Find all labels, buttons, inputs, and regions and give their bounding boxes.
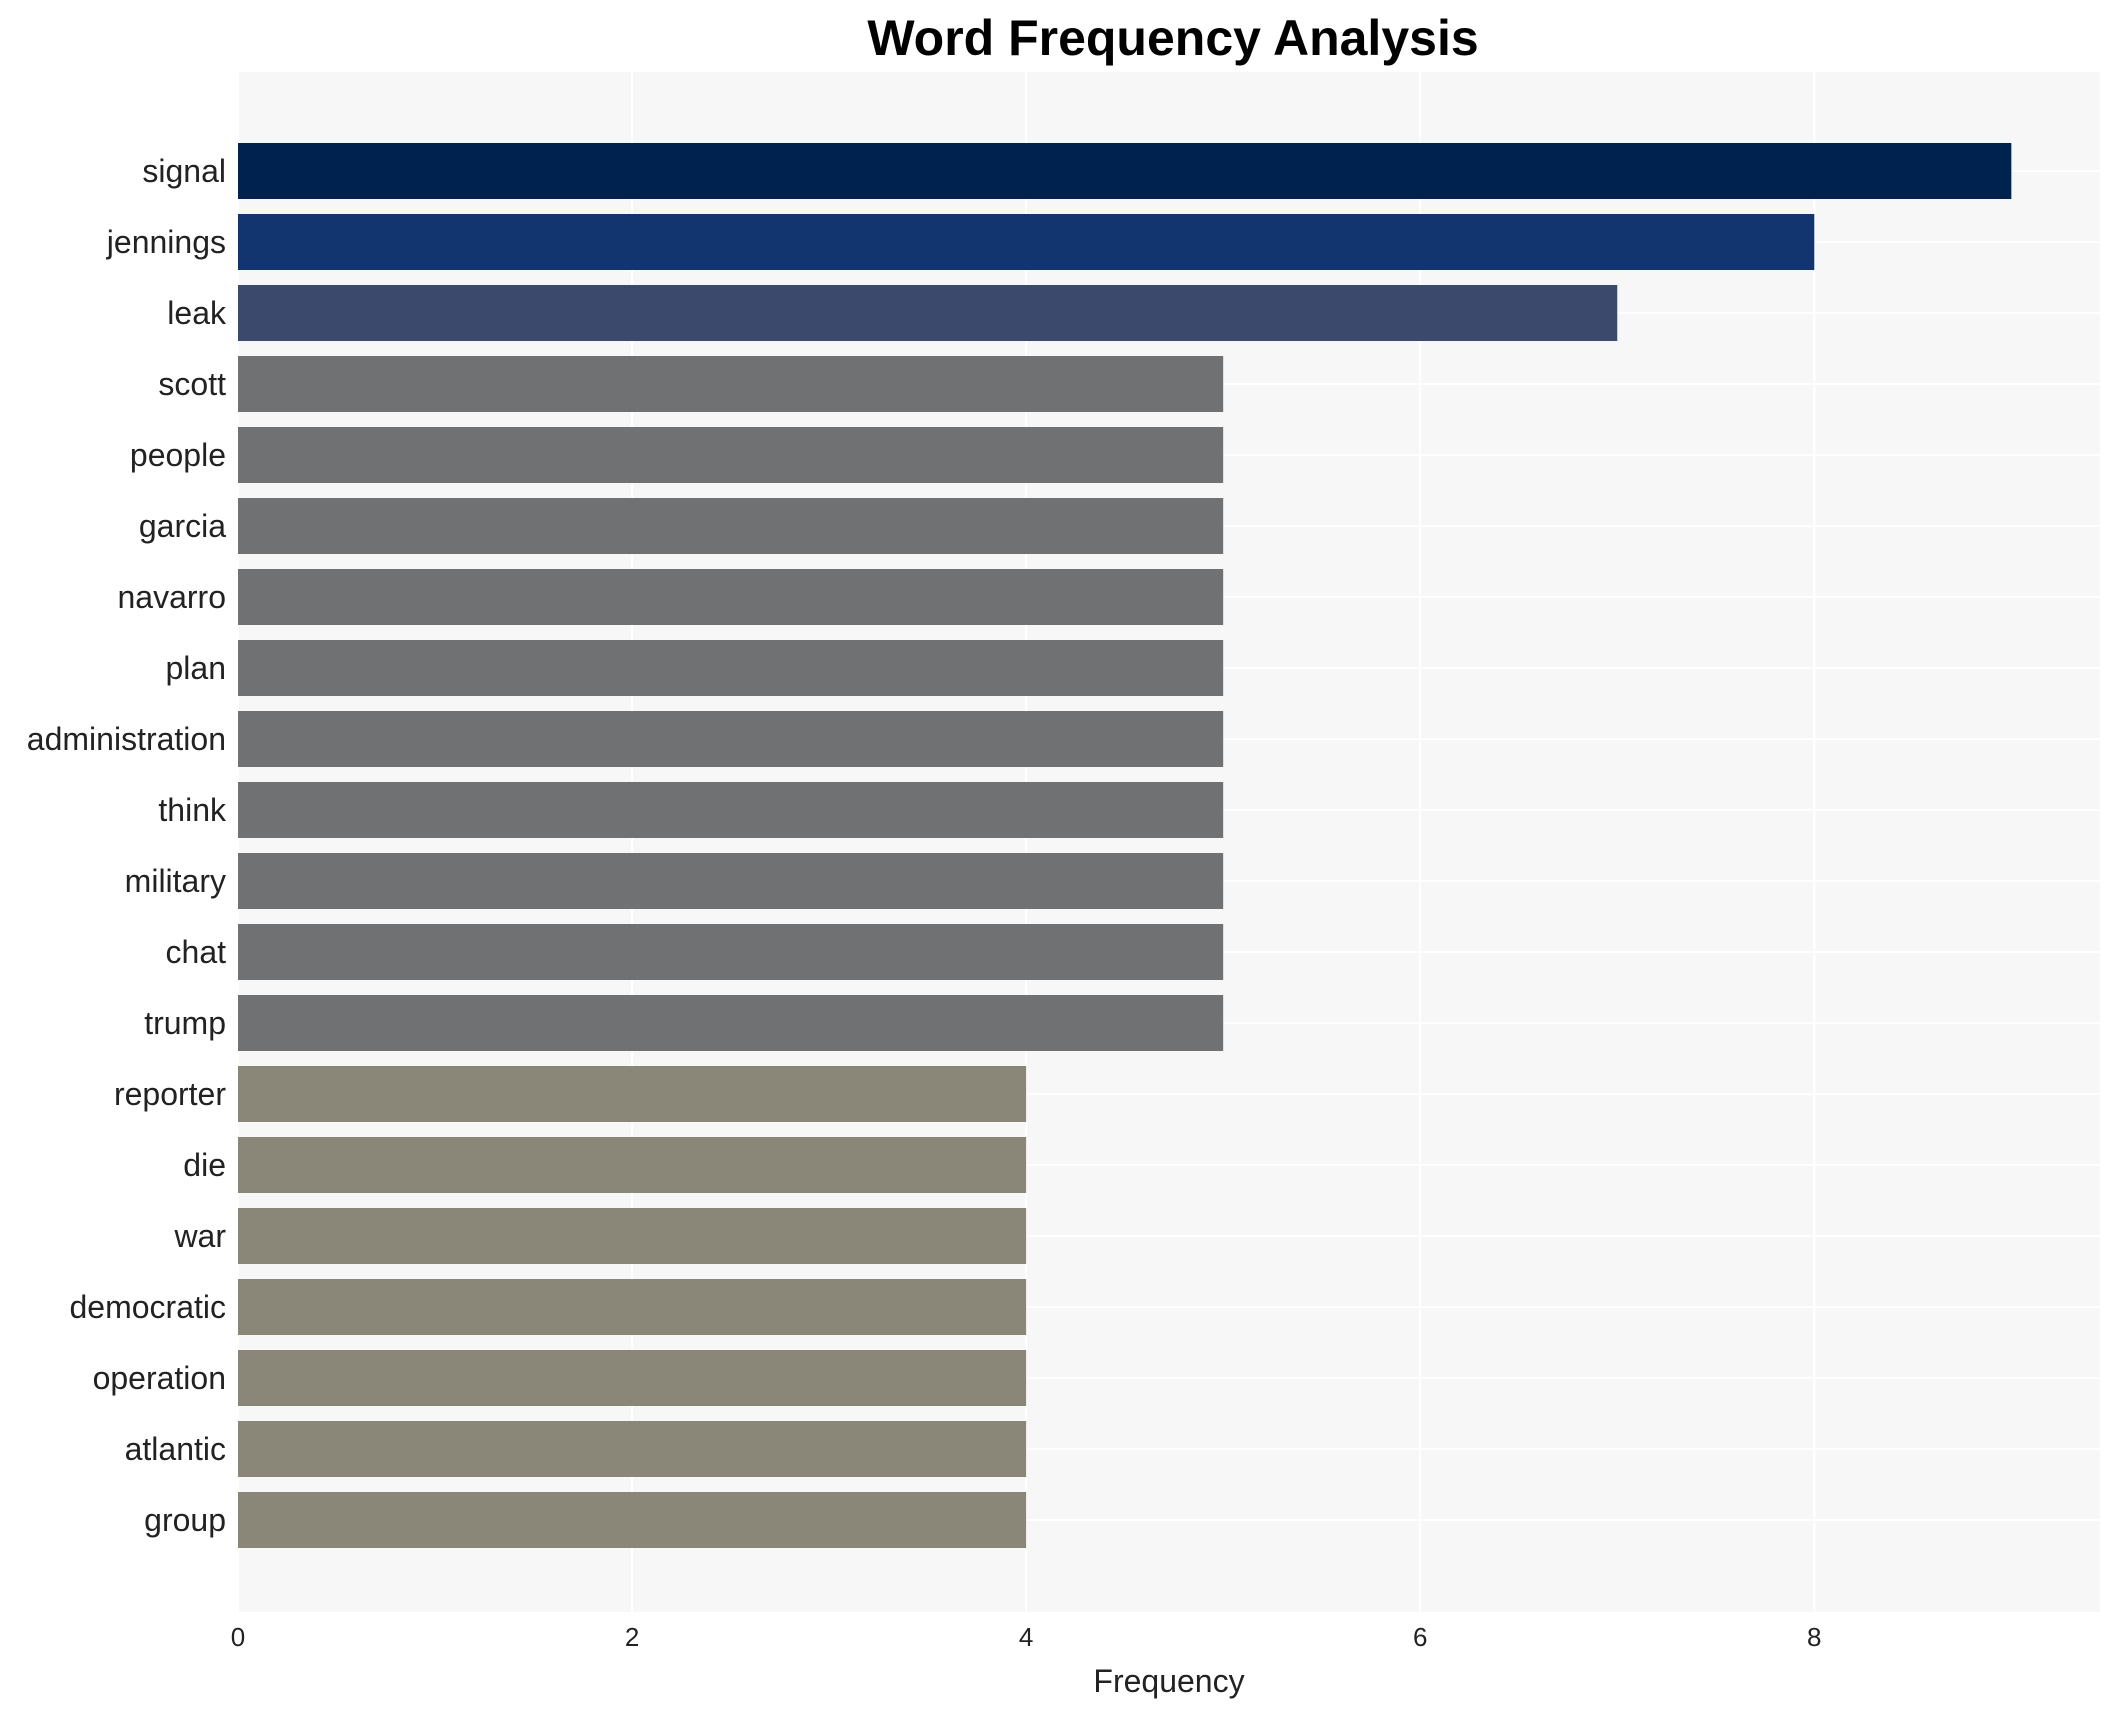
category-labels: signal jennings leak scott people garcia navar… [27, 153, 227, 1538]
bar-leak [238, 285, 1618, 341]
x-axis-label: Frequency [1093, 1663, 1244, 1699]
bar-administration [238, 711, 1224, 767]
category-label-group: group [144, 1502, 226, 1538]
bar-signal [238, 143, 2012, 199]
chart-title: Word Frequency Analysis [867, 10, 1478, 66]
bar-operation [238, 1350, 1027, 1406]
bar-die [238, 1137, 1027, 1193]
bar-people [238, 427, 1224, 483]
x-tick-label-0: 0 [231, 1622, 245, 1652]
bar-war [238, 1208, 1027, 1264]
x-tick-labels: 0 2 4 6 8 [231, 1622, 1822, 1652]
category-label-operation: operation [93, 1360, 226, 1396]
category-label-atlantic: atlantic [125, 1431, 226, 1467]
category-label-plan: plan [166, 650, 227, 686]
x-tick-label-1: 2 [625, 1622, 639, 1652]
bar-trump [238, 995, 1224, 1051]
category-label-trump: trump [144, 1005, 226, 1041]
category-label-navarro: navarro [118, 579, 227, 615]
category-label-leak: leak [167, 295, 227, 331]
bar-think [238, 782, 1224, 838]
category-label-military: military [125, 863, 226, 899]
bar-garcia [238, 498, 1224, 554]
category-label-garcia: garcia [139, 508, 226, 544]
category-label-think: think [158, 792, 227, 828]
category-label-people: people [130, 437, 226, 473]
category-label-jennings: jennings [106, 224, 226, 260]
category-label-scott: scott [158, 366, 226, 402]
category-label-democratic: democratic [70, 1289, 227, 1325]
x-tick-label-4: 8 [1807, 1622, 1821, 1652]
category-label-war: war [173, 1218, 226, 1254]
bar-reporter [238, 1066, 1027, 1122]
bar-chat [238, 924, 1224, 980]
category-label-die: die [183, 1147, 226, 1183]
bar-atlantic [238, 1421, 1027, 1477]
bar-democratic [238, 1279, 1027, 1335]
x-tick-label-3: 6 [1413, 1622, 1427, 1652]
category-label-chat: chat [166, 934, 227, 970]
bar-plan [238, 640, 1224, 696]
category-label-reporter: reporter [114, 1076, 226, 1112]
bar-military [238, 853, 1224, 909]
bar-group [238, 1492, 1027, 1548]
bars [238, 143, 2012, 1548]
bar-jennings [238, 214, 1815, 270]
bar-navarro [238, 569, 1224, 625]
category-label-administration: administration [27, 721, 226, 757]
bar-scott [238, 356, 1224, 412]
x-tick-label-2: 4 [1019, 1622, 1033, 1652]
category-label-signal: signal [142, 153, 226, 189]
